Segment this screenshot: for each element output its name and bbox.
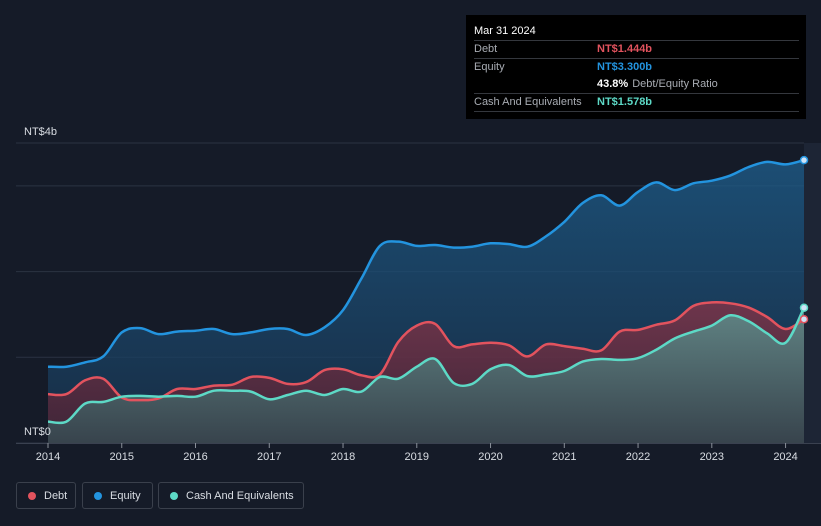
- cash-end-point: [799, 303, 809, 312]
- tooltip-date: Mar 31 2024: [474, 25, 536, 37]
- tooltip-cash-label: Cash And Equivalents: [474, 96, 582, 108]
- tooltip-row-equity: Equity NT$3.300b: [474, 58, 799, 76]
- series-areas: [48, 160, 804, 443]
- tooltip-row-debt: Debt NT$1.444b: [474, 40, 799, 58]
- legend-debt-label: Debt: [44, 489, 68, 502]
- x-tick-label: 2024: [773, 451, 797, 463]
- equity-line: [47, 158, 805, 369]
- y-label-bottom: NT$0: [24, 426, 51, 438]
- x-tick-label: 2016: [183, 451, 207, 463]
- cash-dot-icon: [170, 491, 178, 500]
- end-markers: [799, 155, 809, 324]
- tooltip-ratio-label: Debt/Equity Ratio: [632, 78, 718, 90]
- tooltip-equity-label: Equity: [474, 61, 505, 73]
- tooltip-ratio-value: 43.8%: [597, 78, 629, 90]
- debt-line: [47, 300, 805, 402]
- tooltip-row-ratio: 43.8% Debt/Equity Ratio: [474, 76, 799, 93]
- cash-line: [47, 307, 806, 425]
- tooltip-row-cash: Cash And Equivalents NT$1.578b: [474, 93, 799, 111]
- series-lines: [47, 158, 806, 425]
- tooltip-debt-value: NT$1.444b: [597, 43, 653, 55]
- x-tick-label: 2022: [626, 451, 650, 463]
- x-tick-label: 2021: [552, 451, 576, 463]
- x-tick-label: 2018: [331, 451, 355, 463]
- equity-end-point: [799, 155, 809, 165]
- legend-cash-label: Cash And Equivalents: [186, 489, 294, 502]
- x-tick-label: 2015: [110, 451, 134, 463]
- x-tick-label: 2020: [478, 451, 502, 463]
- x-tick-label: 2019: [405, 451, 429, 463]
- x-tick-label: 2014: [36, 451, 60, 463]
- tooltip-debt-label: Debt: [474, 43, 498, 55]
- tooltip-panel: Mar 31 2024 Debt NT$1.444b Equity NT$3.3…: [466, 15, 806, 119]
- x-tick-label: 2023: [700, 451, 724, 463]
- legend-equity[interactable]: Equity: [82, 482, 153, 509]
- x-axis: 2014 2015 2016 2017 2018 2019 2020 2021 2022 2023…: [16, 443, 821, 463]
- debt-end-point: [799, 314, 809, 324]
- legend-debt[interactable]: Debt: [16, 482, 76, 509]
- equity-dot-icon: [94, 491, 102, 500]
- debt-dot-icon: [28, 491, 36, 500]
- future-shade: [804, 143, 821, 443]
- cash-area: [48, 307, 804, 443]
- x-tick-label: 2017: [257, 451, 281, 463]
- legend-cash[interactable]: Cash And Equivalents: [158, 482, 304, 509]
- legend-equity-label: Equity: [110, 489, 141, 502]
- y-label-top: NT$4b: [24, 126, 57, 138]
- tooltip-equity-value: NT$3.300b: [597, 61, 653, 73]
- tooltip-cash-value: NT$1.578b: [597, 96, 653, 108]
